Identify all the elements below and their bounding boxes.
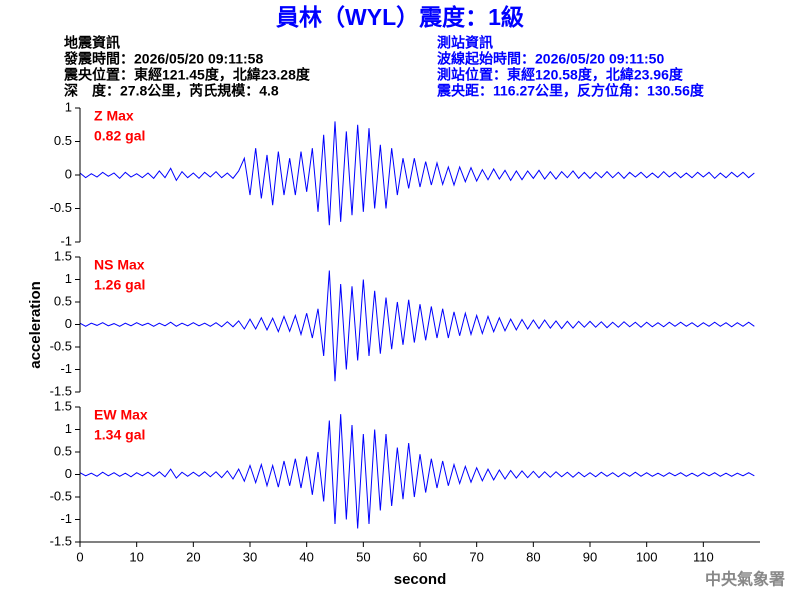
y-tick-label: 1: [65, 99, 72, 114]
y-tick-label: -1.5: [50, 533, 72, 548]
y-tick-label: 1: [65, 271, 72, 286]
x-tick-label: 40: [299, 549, 313, 564]
y-tick-label: 0: [65, 466, 72, 481]
y-tick-label: -0.5: [50, 200, 72, 215]
info-line: 發震時間：2026/05/20 09:11:58: [63, 51, 263, 67]
info-line: 波線起始時間：2026/05/20 09:11:50: [437, 51, 664, 67]
info-line: 地震資訊: [64, 35, 120, 51]
info-line: 震央距：116.27公里，反方位角：130.56度: [436, 83, 705, 99]
x-axis-title: second: [394, 571, 447, 588]
x-tick-label: 80: [526, 549, 540, 564]
series-annotation: 0.82 gal: [94, 128, 145, 144]
y-tick-label: -1: [60, 361, 72, 376]
y-tick-label: 0.5: [54, 133, 72, 148]
chart-title: 員林（WYL）震度：1級: [276, 4, 524, 30]
footer-credit: 中央氣象署: [705, 570, 785, 589]
x-tick-label: 20: [186, 549, 200, 564]
waveform: [79, 121, 755, 226]
info-line: 測站資訊: [437, 35, 493, 51]
y-tick-label: 0: [65, 316, 72, 331]
series-annotation: 1.34 gal: [94, 427, 145, 443]
y-tick-label: -0.5: [50, 338, 72, 353]
y-tick-label: 0.5: [54, 443, 72, 458]
info-line: 震央位置：東經121.45度，北緯23.28度: [63, 67, 311, 83]
series-annotation: 1.26 gal: [94, 277, 145, 293]
y-tick-label: 1: [65, 421, 72, 436]
y-axis-title: acceleration: [27, 281, 44, 369]
x-tick-label: 10: [129, 549, 143, 564]
series-name: NS Max: [94, 257, 145, 273]
y-tick-label: -1: [60, 511, 72, 526]
info-line: 測站位置：東經120.58度，北緯23.96度: [437, 67, 684, 83]
y-tick-label: 1.5: [54, 398, 72, 413]
series-name: Z Max: [94, 108, 134, 124]
y-tick-label: 1.5: [54, 248, 72, 263]
waveform: [79, 414, 755, 529]
x-tick-label: 90: [583, 549, 597, 564]
y-tick-label: 0: [65, 166, 72, 181]
y-tick-label: -0.5: [50, 488, 72, 503]
x-tick-label: 100: [636, 549, 658, 564]
waveform: [79, 270, 755, 382]
y-tick-label: -1: [60, 233, 72, 248]
x-tick-label: 50: [356, 549, 370, 564]
y-tick-label: 0.5: [54, 293, 72, 308]
x-tick-label: 70: [469, 549, 483, 564]
info-line: 深 度：27.8公里，芮氏規模：4.8: [64, 83, 279, 99]
y-tick-label: -1.5: [50, 383, 72, 398]
x-tick-label: 30: [243, 549, 257, 564]
x-tick-label: 60: [413, 549, 427, 564]
series-name: EW Max: [94, 407, 148, 423]
x-tick-label: 110: [693, 549, 714, 564]
x-tick-label: 0: [76, 549, 83, 564]
